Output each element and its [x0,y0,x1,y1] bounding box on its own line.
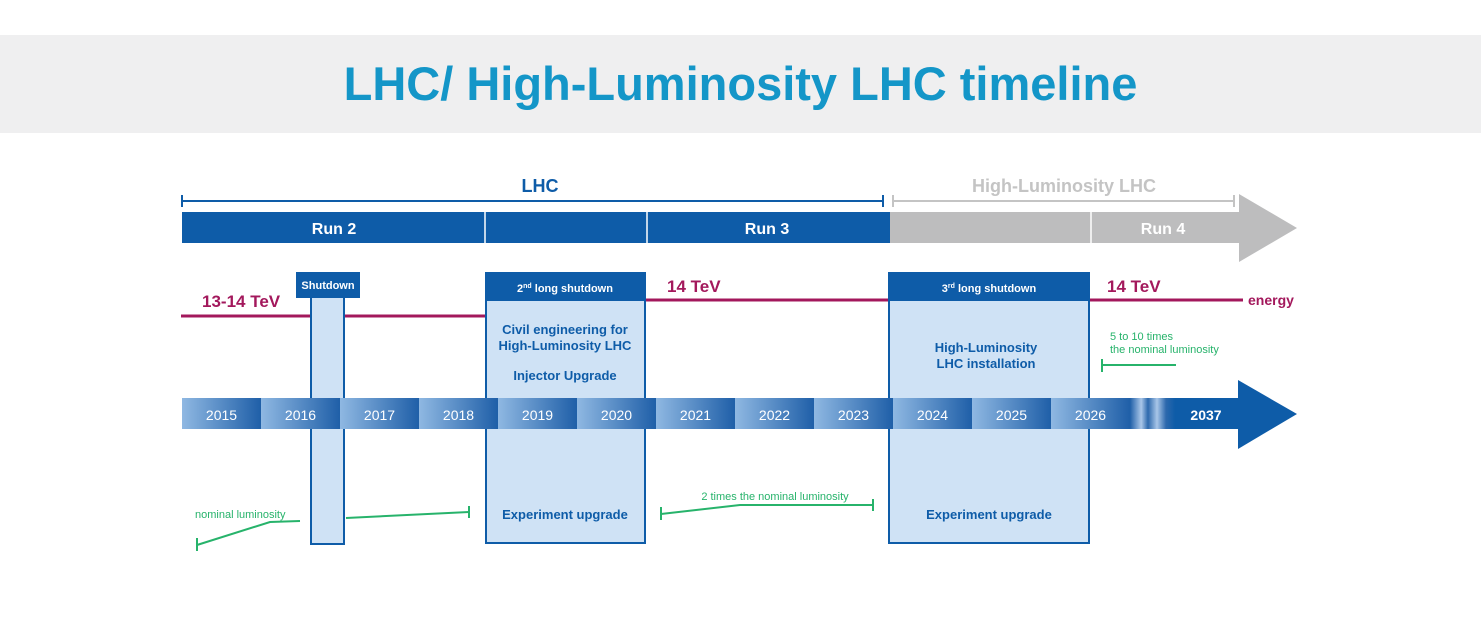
third-long-shutdown-title: 3rd long shutdown [942,283,1037,295]
hl-lhc-installation-line1: High-Luminosity [935,340,1038,355]
run-bar: Run 2 Run 3 Run 4 [182,194,1297,262]
run-2-label: Run 2 [312,221,357,238]
year-label-2037: 2037 [1190,407,1221,423]
injector-upgrade-label: Injector Upgrade [513,368,616,383]
year-segment-2016 [261,398,340,429]
year-segment-2021 [656,398,735,429]
civil-engineering-line2: High-Luminosity LHC [499,338,632,353]
five-to-ten-times-line1: 5 to 10 times [1110,331,1173,343]
year-label-2022: 2022 [759,407,790,423]
energy-14-tev-run3: 14 TeV [667,277,721,296]
year-segment-2023 [814,398,893,429]
year-label-2015: 2015 [206,407,237,423]
year-segment-2018 [419,398,498,429]
five-to-ten-times-line2: the nominal luminosity [1110,344,1219,356]
year-label-2024: 2024 [917,407,948,423]
year-bar: 2015 2016 2017 2018 2019 2020 2021 2022 2023 2024… [182,380,1297,449]
year-label-2018: 2018 [443,407,474,423]
year-label-2016: 2016 [285,407,316,423]
year-segment-2019 [498,398,577,429]
lhc-phase-label: LHC [522,176,559,196]
year-segment-2022 [735,398,814,429]
run-4-label: Run 4 [1141,221,1186,238]
energy-14-tev-run4: 14 TeV [1107,277,1161,296]
shutdown-box: Shutdown [296,272,360,545]
year-label-2026: 2026 [1075,407,1106,423]
year-label-2025: 2025 [996,407,1027,423]
hl-lhc-bracket: High-Luminosity LHC [892,172,1235,207]
year-segment-2025 [972,398,1051,429]
experiment-upgrade-ls2: Experiment upgrade [502,507,628,522]
page-title: LHC/ High-Luminosity LHC timeline [343,57,1138,110]
energy-label: energy [1248,292,1294,308]
civil-engineering-line1: Civil engineering for [502,322,628,337]
title-banner: LHC/ High-Luminosity LHC timeline [0,35,1481,133]
year-segment-2026 [1051,398,1130,429]
luminosity-indicators: nominal luminosity 2 times the nominal l… [195,331,1219,551]
hl-lhc-installation-line2: LHC installation [937,356,1036,371]
year-segment-2017 [340,398,419,429]
year-label-2020: 2020 [601,407,632,423]
year-label-2019: 2019 [522,407,553,423]
hl-lhc-phase-label: High-Luminosity LHC [972,176,1156,196]
nominal-luminosity-label: nominal luminosity [195,509,286,521]
experiment-upgrade-ls3: Experiment upgrade [926,507,1052,522]
year-segment-2020 [577,398,656,429]
year-label-2021: 2021 [680,407,711,423]
year-label-2017: 2017 [364,407,395,423]
year-segment-2024 [893,398,972,429]
two-times-luminosity-label: 2 times the nominal luminosity [701,491,849,503]
run-3-label: Run 3 [745,221,790,238]
energy-13-14-tev: 13-14 TeV [202,292,281,311]
shutdown-label: Shutdown [301,280,354,292]
second-long-shutdown-title: 2nd long shutdown [517,283,613,295]
lhc-bracket: LHC [181,172,884,207]
year-segment-2015 [182,398,261,429]
year-label-2023: 2023 [838,407,869,423]
